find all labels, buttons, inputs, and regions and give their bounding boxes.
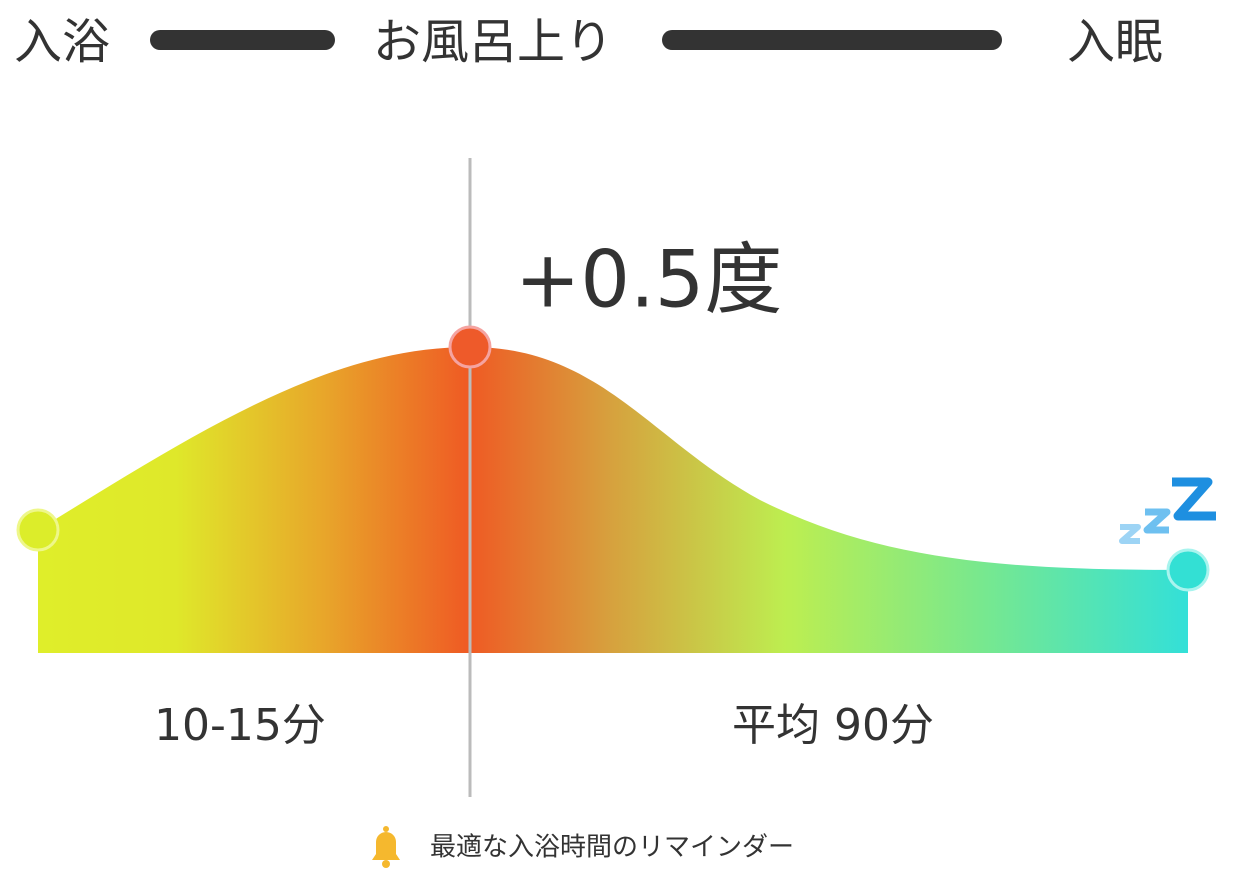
bell-icon xyxy=(372,826,400,868)
peak-point xyxy=(448,325,492,369)
end-label: 入眠 xyxy=(1067,14,1163,70)
end-point xyxy=(1166,548,1210,592)
temperature-curve xyxy=(38,347,1188,653)
peak-label: +0.5度 xyxy=(515,235,782,325)
middle-label: お風呂上り xyxy=(373,14,613,70)
reminder-text: 最適な入浴時間のリマインダー xyxy=(430,833,794,863)
phase-label: 平均 90分 xyxy=(732,700,934,751)
start-label: 入浴 xyxy=(14,14,110,70)
start-point xyxy=(16,508,60,552)
sleep-icon xyxy=(1119,477,1216,544)
phase-label: 10-15分 xyxy=(154,700,326,751)
